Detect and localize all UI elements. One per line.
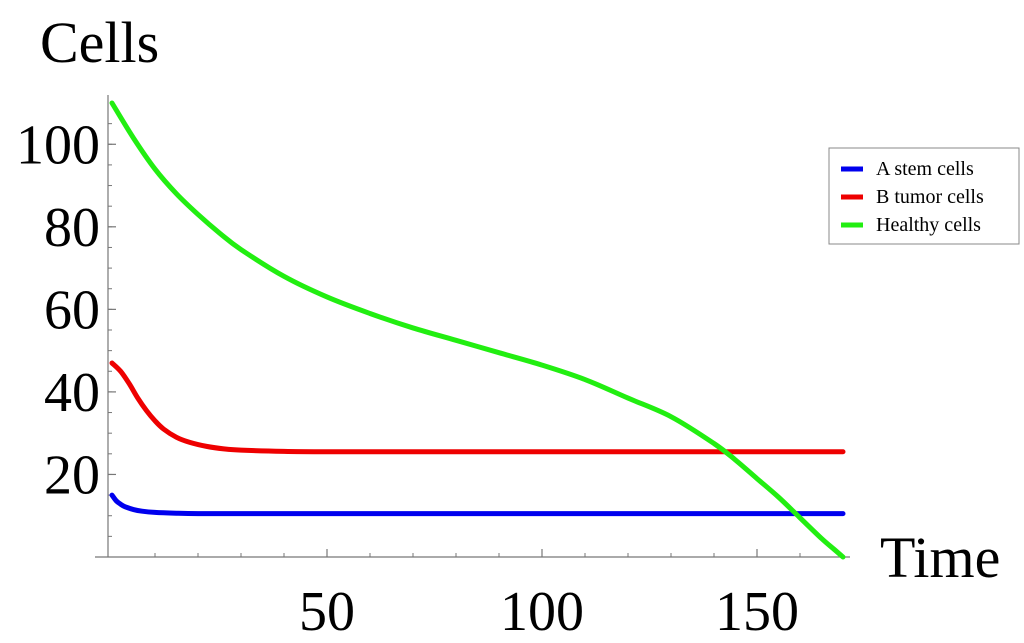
series-lines bbox=[109, 100, 846, 560]
legend-label: Healthy cells bbox=[876, 214, 981, 236]
y-tick-label: 20 bbox=[44, 444, 100, 506]
x-tick-label: 100 bbox=[500, 581, 584, 643]
x-axis-title: Time bbox=[880, 525, 1000, 590]
y-tick-label: 40 bbox=[44, 362, 100, 424]
y-tick-label: 60 bbox=[44, 279, 100, 341]
legend-label: B tumor cells bbox=[876, 186, 984, 208]
series-line-a-stem-cells bbox=[109, 492, 846, 517]
x-tick-label: 150 bbox=[715, 581, 799, 643]
legend-label: A stem cells bbox=[876, 158, 974, 180]
legend-items: A stem cells B tumor cells Healthy cells bbox=[841, 158, 984, 236]
y-tick-label: 80 bbox=[44, 197, 100, 259]
legend: A stem cells B tumor cells Healthy cells bbox=[828, 147, 1020, 245]
y-tick-label: 100 bbox=[16, 114, 100, 176]
series-line-b-tumor-cells bbox=[109, 360, 846, 455]
y-axis-title: Cells bbox=[40, 10, 159, 75]
series-line-healthy-cells bbox=[109, 100, 846, 560]
tick-labels: 50 100 150 20 40 60 80 100 bbox=[16, 114, 799, 643]
axes bbox=[95, 95, 850, 558]
x-tick-label: 50 bbox=[299, 581, 355, 643]
major-ticks bbox=[108, 143, 758, 557]
